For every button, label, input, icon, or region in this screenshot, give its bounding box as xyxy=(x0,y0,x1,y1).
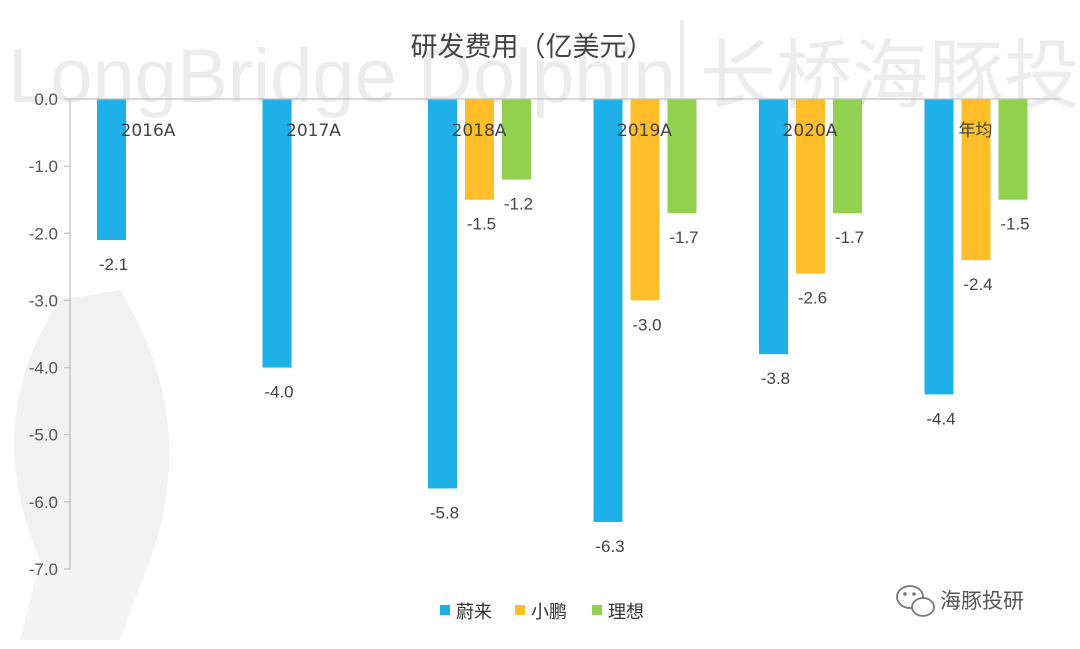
data-label: -2.6 xyxy=(798,289,827,308)
y-tick-label: -1.0 xyxy=(29,157,58,176)
bar-理想-2020A xyxy=(833,99,862,214)
category-label: 2019A xyxy=(617,121,672,141)
category-label: 2020A xyxy=(783,121,838,141)
category-label: 2018A xyxy=(452,121,507,141)
data-label: -2.1 xyxy=(99,255,128,274)
bar-理想-2018A xyxy=(502,99,531,180)
legend-swatch xyxy=(515,605,525,615)
category-label: 2017A xyxy=(286,121,341,141)
legend-swatch xyxy=(440,605,450,615)
y-tick-label: -6.0 xyxy=(29,493,58,512)
legend-swatch xyxy=(592,605,602,615)
bar-蔚来-2019A xyxy=(593,99,623,522)
y-tick-label: -7.0 xyxy=(29,560,58,579)
bar-蔚来-2018A xyxy=(428,99,457,489)
chart-title: 研发费用（亿美元） xyxy=(411,32,654,63)
data-label: -1.7 xyxy=(835,228,864,247)
data-label: -3.8 xyxy=(761,369,790,388)
brand-badge: 海豚投研 xyxy=(896,585,1024,617)
data-label: -2.4 xyxy=(963,275,992,294)
data-label: -6.3 xyxy=(595,537,624,556)
data-label: -5.8 xyxy=(430,503,459,522)
category-labels-layer: 2016A 2017A 2018A 2019A 2020A 年均 xyxy=(121,121,993,141)
data-label: -1.5 xyxy=(467,215,496,234)
y-tick-label: -2.0 xyxy=(29,224,58,243)
data-label: -1.2 xyxy=(504,195,533,214)
data-labels-layer: -2.1 -4.0 -5.8 -6.3 -3.8 -4.4 -1.5 -3.0 -2.6 -2.4… xyxy=(99,195,1030,556)
y-tick-label: -3.0 xyxy=(29,291,58,310)
legend: 蔚来 小鹏 理想 xyxy=(440,602,644,623)
data-label: -1.5 xyxy=(1000,215,1029,234)
legend-label: 蔚来 xyxy=(456,602,492,623)
y-tick-label: -4.0 xyxy=(29,359,58,378)
bar-小鹏-2020A xyxy=(796,99,825,274)
y-axis: 0.0 -1.0 -2.0 -3.0 -4.0 -5.0 -6.0 -7.0 xyxy=(29,90,71,579)
category-label: 2016A xyxy=(121,121,176,141)
bars-layer xyxy=(97,99,1028,522)
y-tick-label: -5.0 xyxy=(29,426,58,445)
data-label: -1.7 xyxy=(669,228,698,247)
bar-蔚来-2017A xyxy=(262,99,292,368)
y-tick-label: 0.0 xyxy=(34,90,58,109)
data-label: -3.0 xyxy=(632,315,661,334)
category-label: 年均 xyxy=(959,121,993,141)
bar-蔚来-2020A xyxy=(759,99,788,355)
legend-label: 理想 xyxy=(608,602,644,623)
bar-小鹏-2019A xyxy=(630,99,660,301)
legend-label: 小鹏 xyxy=(531,602,567,623)
bar-小鹏-年均 xyxy=(961,99,991,261)
brand-label: 海豚投研 xyxy=(940,589,1024,613)
data-label: -4.4 xyxy=(926,409,955,428)
dolphin-logo-icon xyxy=(14,290,170,640)
wechat-icon xyxy=(896,585,935,617)
bar-蔚来-2016A xyxy=(97,99,126,240)
bar-理想-2019A xyxy=(667,99,697,214)
bar-蔚来-年均 xyxy=(924,99,954,395)
data-label: -4.0 xyxy=(264,383,293,402)
bar-理想-年均 xyxy=(998,99,1028,200)
bar-小鹏-2018A xyxy=(465,99,494,200)
